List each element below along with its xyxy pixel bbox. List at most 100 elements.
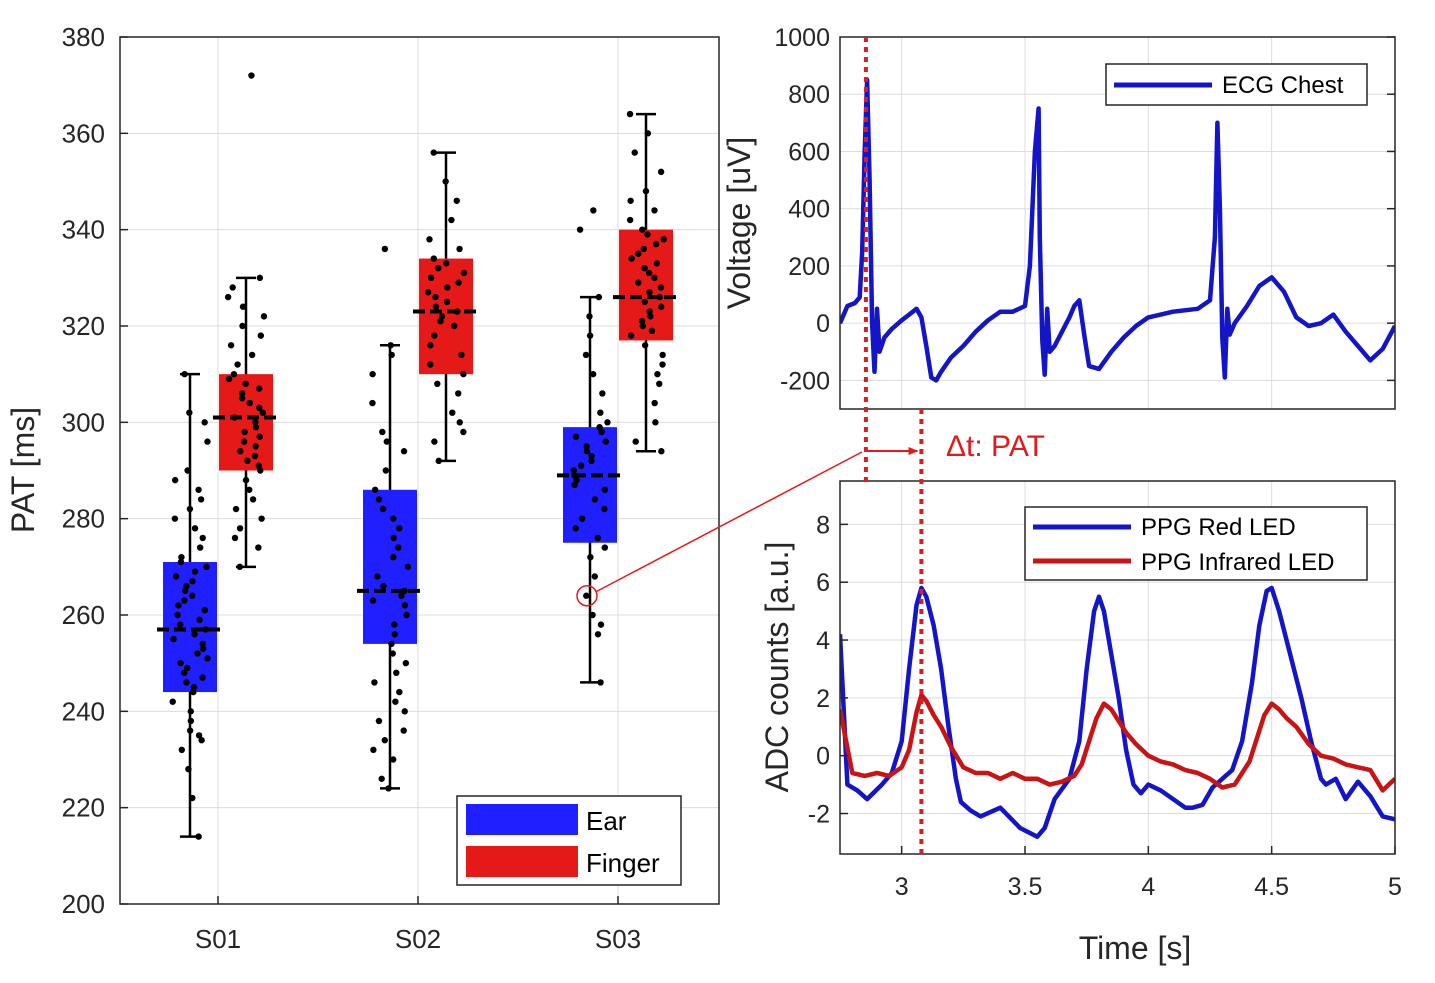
data-point-ear-s01 xyxy=(177,621,184,628)
data-point-ear-s03 xyxy=(583,443,590,450)
data-point-ear-s01 xyxy=(201,419,208,426)
data-point-ear-s01 xyxy=(183,582,190,590)
data-point-ear-s03 xyxy=(572,433,580,440)
data-point-ear-s03 xyxy=(602,438,610,445)
pat-boxplot-panel: 200 220 240 260 280 300 320 340 360 380 S01 S02 S03… xyxy=(5,22,720,954)
data-point-finger-s02 xyxy=(435,457,442,465)
data-point-ear-s01 xyxy=(196,616,203,624)
data-point-finger-s02 xyxy=(424,289,432,296)
data-point-ear-s02 xyxy=(390,756,397,763)
data-point-ear-s02 xyxy=(401,587,408,595)
data-point-ear-s01 xyxy=(195,486,202,493)
data-point-ear-s02 xyxy=(382,467,390,474)
legend-label-ear: Ear xyxy=(586,806,627,836)
data-point-finger-s03 xyxy=(648,327,656,335)
data-point-finger-s02 xyxy=(454,308,461,315)
ppg-x-label: Time [s] xyxy=(1079,930,1192,966)
data-point-ear-s01 xyxy=(190,684,198,691)
data-point-ear-s01 xyxy=(203,563,210,571)
legend-label-finger: Finger xyxy=(586,848,660,878)
data-point-ear-s02 xyxy=(375,496,383,503)
data-point-ear-s02 xyxy=(393,669,400,676)
data-point-finger-s03 xyxy=(658,448,665,455)
data-point-finger-s01 xyxy=(255,544,262,551)
data-point-finger-s01 xyxy=(225,375,233,383)
data-point-finger-s03 xyxy=(641,298,648,306)
data-point-ear-s02 xyxy=(404,563,412,571)
data-point-finger-s01 xyxy=(236,563,243,571)
data-point-ear-s03 xyxy=(586,313,593,320)
data-point-ear-s01 xyxy=(199,674,206,681)
data-point-ear-s02 xyxy=(383,438,391,445)
data-point-finger-s01 xyxy=(232,505,240,513)
ppg-x-tick-label: 5 xyxy=(1388,873,1402,901)
data-point-ear-s02 xyxy=(400,448,408,455)
data-point-ear-s02 xyxy=(388,640,395,648)
data-point-finger-s03 xyxy=(657,284,665,291)
data-point-ear-s02 xyxy=(381,245,389,253)
data-point-ear-s01 xyxy=(177,558,185,566)
y-tick-label: 360 xyxy=(62,118,105,148)
data-point-ear-s03 xyxy=(571,472,578,479)
box-ear-s03 xyxy=(563,427,617,543)
data-point-ear-s02 xyxy=(371,679,378,686)
data-point-ear-s01 xyxy=(187,717,195,725)
data-point-finger-s03 xyxy=(647,313,654,320)
data-point-finger-s01 xyxy=(257,467,264,474)
data-point-ear-s02 xyxy=(387,342,394,349)
boxplot-grid xyxy=(120,36,719,905)
y-tick-label: 260 xyxy=(62,600,105,630)
data-point-finger-s01 xyxy=(252,423,260,431)
data-point-finger-s03 xyxy=(658,303,665,310)
data-point-ear-s01 xyxy=(189,578,196,585)
data-point-ear-s01 xyxy=(199,640,206,648)
data-point-finger-s02 xyxy=(430,149,437,156)
data-point-ear-s02 xyxy=(396,525,403,532)
ppg-y-tick-label: 8 xyxy=(816,511,830,539)
ecg-y-ticks: -200 0 200 400 600 800 1000 xyxy=(774,24,1395,395)
data-point-ear-s02 xyxy=(369,597,377,604)
data-point-finger-s01 xyxy=(242,380,249,387)
data-point-finger-s02 xyxy=(435,265,442,272)
y-tick-label: 380 xyxy=(62,22,105,52)
box-ear-s01 xyxy=(163,562,217,693)
data-point-ear-s02 xyxy=(403,611,410,619)
data-point-finger-s03 xyxy=(632,438,639,445)
data-point-finger-s03 xyxy=(631,149,638,156)
ppg-legend: PPG Red LED PPG Infrared LED xyxy=(1024,506,1368,581)
data-point-ear-s02 xyxy=(370,746,377,754)
data-point-finger-s01 xyxy=(234,361,241,368)
data-point-ear-s01 xyxy=(181,597,188,604)
data-point-finger-s01 xyxy=(255,462,263,469)
data-point-finger-s01 xyxy=(258,515,265,522)
data-point-finger-s03 xyxy=(645,269,653,277)
ppg-x-tick-label: 3 xyxy=(895,873,909,901)
data-point-finger-s03 xyxy=(660,236,667,243)
data-point-finger-s03 xyxy=(651,274,658,282)
data-point-ear-s01 xyxy=(190,688,197,696)
data-point-finger-s02 xyxy=(437,317,444,325)
data-point-finger-s02 xyxy=(426,236,433,243)
data-point-finger-s01 xyxy=(257,332,265,339)
data-point-finger-s02 xyxy=(444,284,451,291)
data-point-finger-s02 xyxy=(453,197,460,204)
data-point-ear-s02 xyxy=(390,515,397,522)
data-point-ear-s01 xyxy=(178,746,186,754)
data-point-finger-s01 xyxy=(241,428,248,436)
data-point-ear-s01 xyxy=(197,496,205,503)
data-point-ear-s03 xyxy=(596,423,603,431)
data-point-ear-s02 xyxy=(379,428,386,436)
data-point-ear-s02 xyxy=(379,505,387,513)
data-point-finger-s02 xyxy=(442,178,449,185)
data-point-finger-s03 xyxy=(652,240,660,248)
data-point-ear-s02 xyxy=(374,573,381,580)
data-point-finger-s01 xyxy=(248,72,255,79)
ecg-y-tick-label: 400 xyxy=(788,196,830,224)
data-point-finger-s01 xyxy=(239,303,247,310)
data-point-finger-s03 xyxy=(635,279,642,286)
y-tick-label: 300 xyxy=(62,407,105,437)
data-point-ear-s03 xyxy=(601,505,608,513)
data-point-finger-s02 xyxy=(455,279,462,286)
data-point-finger-s03 xyxy=(640,245,647,253)
data-point-finger-s03 xyxy=(626,110,634,118)
